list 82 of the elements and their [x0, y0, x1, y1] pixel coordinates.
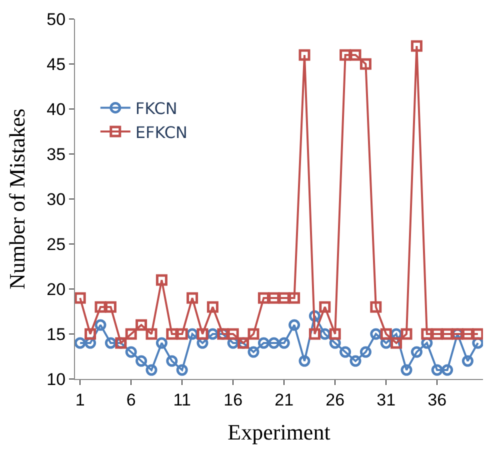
- legend-label: FKCN: [135, 98, 178, 118]
- point: [319, 301, 331, 313]
- point: [370, 301, 382, 313]
- point: [156, 274, 168, 286]
- y-tick-label: 40: [46, 100, 66, 119]
- y-tick-label: 15: [46, 324, 66, 344]
- x-tick-label: 11: [173, 390, 191, 410]
- point: [431, 364, 443, 376]
- point: [462, 328, 474, 340]
- point: [278, 292, 290, 304]
- point: [410, 40, 422, 52]
- x-axis-title: Experiment: [228, 419, 330, 444]
- y-tick-label: 50: [46, 10, 66, 29]
- point: [104, 301, 116, 313]
- x-tick-label: 26: [326, 390, 345, 410]
- y-tick-label: 20: [46, 280, 66, 299]
- point: [360, 346, 372, 358]
- point: [472, 328, 483, 340]
- point: [278, 337, 290, 349]
- point: [196, 328, 208, 340]
- y-tick-label: 30: [46, 190, 66, 209]
- x-tick-label: 36: [428, 390, 447, 410]
- point: [370, 328, 382, 340]
- point: [380, 328, 392, 340]
- point: [442, 328, 454, 340]
- y-tick-label: 45: [46, 54, 66, 74]
- point: [288, 292, 300, 304]
- point: [350, 49, 362, 61]
- point: [136, 319, 148, 331]
- x-tick-label: 21: [274, 390, 294, 410]
- point: [442, 364, 454, 376]
- point: [298, 355, 310, 367]
- point: [340, 49, 352, 61]
- point: [410, 346, 422, 358]
- point: [75, 292, 86, 304]
- y-axis-title: Number of Mistakes: [4, 108, 30, 290]
- point: [329, 328, 341, 340]
- point: [421, 328, 433, 340]
- point: [268, 292, 280, 304]
- point: [146, 328, 158, 340]
- point: [176, 364, 188, 376]
- point: [360, 58, 372, 70]
- point: [75, 337, 86, 349]
- point: [258, 292, 270, 304]
- point: [94, 319, 106, 331]
- point: [176, 328, 188, 340]
- point: [431, 328, 443, 340]
- x-tick-label: 6: [126, 390, 136, 410]
- point: [166, 355, 178, 367]
- y-tick-label: 10: [46, 370, 66, 389]
- point: [206, 301, 218, 313]
- point: [248, 346, 260, 358]
- point: [288, 319, 300, 331]
- point: [125, 346, 137, 358]
- point: [350, 355, 362, 367]
- point: [125, 328, 137, 340]
- point: [340, 346, 352, 358]
- point: [146, 364, 158, 376]
- point: [136, 355, 148, 367]
- y-tick-label: 35: [46, 144, 66, 164]
- point: [298, 49, 310, 61]
- point: [186, 292, 198, 304]
- legend-label: EFKCN: [135, 122, 188, 142]
- y-tick-label: 25: [46, 234, 66, 254]
- point: [94, 301, 106, 313]
- point: [84, 328, 96, 340]
- point: [390, 337, 402, 349]
- point: [462, 355, 474, 367]
- point: [308, 328, 320, 340]
- point: [268, 337, 280, 349]
- point: [227, 328, 239, 340]
- x-tick-label: 16: [224, 390, 243, 410]
- x-tick-label: 1: [75, 390, 85, 410]
- point: [166, 328, 178, 340]
- point: [319, 328, 331, 340]
- point: [186, 328, 198, 340]
- point: [400, 364, 412, 376]
- x-tick-label: 31: [376, 390, 396, 410]
- point: [156, 337, 168, 349]
- point: [258, 337, 270, 349]
- point: [400, 328, 412, 340]
- point: [248, 328, 260, 340]
